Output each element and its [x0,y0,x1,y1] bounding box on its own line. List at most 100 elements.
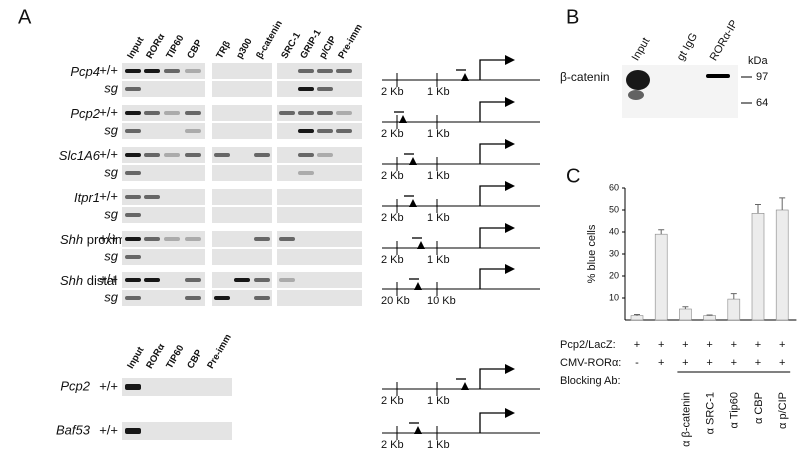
y-tick-label: 20 [609,270,619,280]
scale-label: 10 Kb [427,295,456,307]
gel-band [125,255,141,259]
gel-band [125,237,141,241]
gel-band [164,69,180,73]
gel-band [279,111,295,115]
promoter-arrow [479,143,505,164]
error-bar [682,306,689,309]
arrow-head [505,264,515,274]
lane-label: Pre-imm [205,332,234,370]
x-tick-label: α Tip60 [729,392,741,429]
gene-label: Pcp2 [60,378,90,393]
gel-strip [212,123,272,139]
scale-label: 2 Kb [381,128,404,140]
row-label: Pcp2/LacZ: [560,339,616,351]
lane-label: RORα [144,342,167,371]
gel-strip [122,189,205,205]
lane-label: p300 [234,37,254,61]
gel-band [298,171,314,175]
arrow-head [505,139,515,149]
gel-band [144,111,160,115]
gel-band [317,87,333,91]
genotype: +/+ [99,188,118,203]
y-tick-label: 40 [609,226,619,236]
gel-band [144,195,160,199]
y-tick-label: 30 [609,248,619,258]
gel-strip [122,123,205,139]
gel-strip [277,249,362,265]
gel-strip [212,105,272,121]
scale-label: 2 Kb [381,212,404,224]
genotype: +/+ [99,146,118,161]
row-label: Blocking Ab: [560,375,621,387]
condition-mark: + [706,339,712,351]
genotype: +/+ [99,230,118,245]
gel-band [185,237,201,241]
genotype: sg [104,80,119,95]
gel-band [185,278,201,282]
gel-strip [212,290,272,306]
gel-band [125,296,141,300]
marker-label: 64 [756,97,768,109]
genotype: +/+ [99,62,118,77]
site-marker [399,115,407,123]
gel-strip [122,231,205,247]
lane-label: TRβ [214,39,233,61]
x-tick-label: α CBP [753,392,765,424]
unit-label: kDa [748,55,768,67]
gel-band [164,153,180,157]
gel-band [125,213,141,217]
error-bar [730,293,737,300]
scale-label: 1 Kb [427,170,450,182]
gel-band [214,296,230,300]
gel-band [144,69,160,73]
gel-band [125,69,141,73]
site-marker [409,157,417,165]
lane-label: CBP [185,347,205,370]
lane-label: Input [630,36,653,63]
gel-strip [277,207,362,223]
scale-label: 2 Kb [381,170,404,182]
scale-label: 2 Kb [381,395,404,407]
gel-band [298,69,314,73]
gel-band [317,129,333,133]
gel-band [125,384,141,390]
gel-strip [277,165,362,181]
blot-band [706,74,730,78]
gel-strip [277,290,362,306]
error-bar [706,314,713,316]
condition-mark: + [731,357,737,369]
gel-band [298,129,314,133]
gene-name: Shh [60,232,83,247]
row-label: CMV-RORα: [560,357,621,369]
gene-name: Shh [60,273,83,288]
marker-label: 97 [756,71,768,83]
bar [751,213,765,321]
gel-band [234,278,250,282]
gel-band [254,237,270,241]
error-bar [658,229,665,235]
gel-strip [122,378,232,396]
gel-strip [277,272,362,288]
gel-band [144,278,160,282]
gel-strip [212,249,272,265]
gel-band [144,237,160,241]
site-marker [409,199,417,207]
arrow-head [505,223,515,233]
x-tick-label: α β-catenin [680,392,692,447]
genotype: +/+ [99,422,118,437]
site-marker [417,241,425,249]
gel-strip [122,105,205,121]
gene-label: Shh distal [60,273,117,288]
y-tick-label: 10 [609,292,619,302]
gene-label: Baf53 [56,422,91,437]
gel-band [125,153,141,157]
arrow-head [505,364,515,374]
gel-band [185,111,201,115]
gel-band [125,278,141,282]
gel-strip [212,207,272,223]
arrow-head [505,97,515,107]
gel-strip [122,290,205,306]
lane-label: RORα [144,32,167,61]
y-axis-title: % blue cells [586,224,598,283]
